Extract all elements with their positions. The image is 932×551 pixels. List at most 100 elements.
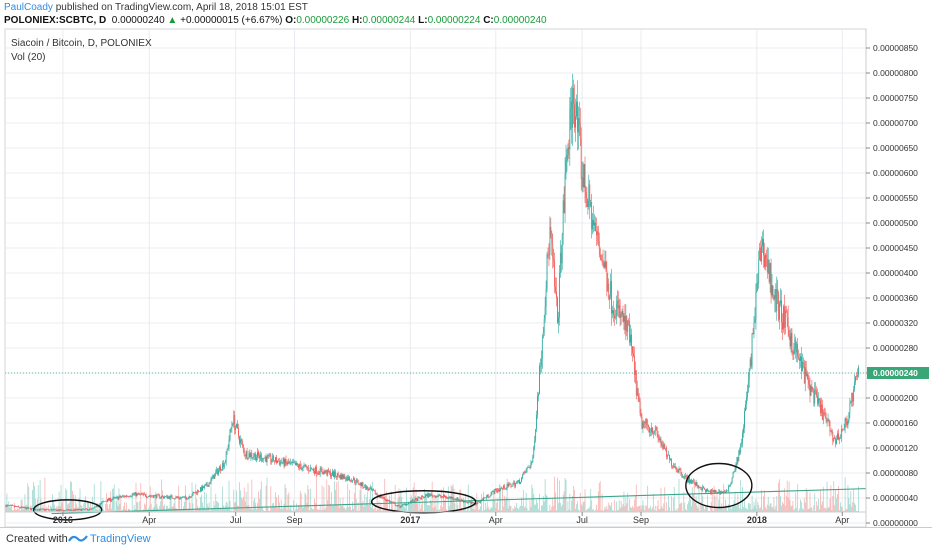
volume-bar [353,493,355,512]
volume-bar [343,507,345,512]
volume-bar [623,491,625,512]
high-label: H: [351,15,363,26]
candle-body [227,447,229,449]
price-chart[interactable]: 0.000008500.000008000.000007500.00000700… [0,0,932,527]
volume-bar [53,504,55,512]
candle-body [192,492,194,496]
candle-body [36,509,38,511]
volume-bar [634,495,636,512]
volume-bar [537,502,538,512]
volume-bar [748,502,750,512]
volume-bar [846,508,848,512]
candle-body [756,282,758,292]
candle-body [823,412,825,413]
candle-body [160,497,162,498]
candle-body [838,433,839,440]
candle-body [723,491,725,492]
candle-body [470,501,472,504]
candle-body [750,359,752,367]
volume-bar [473,503,475,512]
volume-bar [204,509,206,512]
candle-body [363,487,365,489]
candle-body [853,389,855,402]
volume-bar [758,505,760,512]
tradingview-brand-link[interactable]: TradingView [90,533,151,545]
volume-bar [629,498,631,512]
volume-bar [145,504,146,512]
volume-bar [237,505,238,512]
volume-bar [733,500,735,512]
volume-bar [668,495,669,512]
candle-body [212,475,214,478]
candle-body [264,457,266,459]
volume-bar [20,499,22,512]
volume-bar [510,506,512,512]
volume-bar [22,509,24,512]
y-tick-label: 0.00000280 [873,343,918,353]
candle-body [566,154,568,160]
candle-body [316,472,318,474]
candle-body [839,437,841,439]
candle-body [89,508,90,510]
candle-body [207,486,209,487]
candle-body [657,434,659,438]
volume-bar [273,502,275,512]
y-tick-label: 0.00000040 [873,493,918,503]
candle-body [539,365,541,367]
volume-bar [302,507,304,512]
volume-bar [652,507,653,512]
candle-body [672,466,674,468]
volume-bar [215,493,217,512]
volume-bar [580,504,582,512]
candle-body [760,248,762,262]
candle-body [406,503,407,506]
volume-bar [854,503,856,512]
candle-body [694,484,696,486]
volume-bar [852,502,854,512]
candle-body [451,497,453,499]
candle-body [748,368,750,380]
candle-body [122,495,124,497]
volume-bar [858,486,859,512]
volume-bar [179,499,181,512]
candle-body [203,485,205,489]
volume-bar [363,506,365,512]
candle-body [70,509,71,511]
volume-bar [845,509,847,512]
author-link[interactable]: PaulCoady [4,2,53,13]
volume-bar [369,499,370,512]
volume-bar [558,503,559,512]
candle-body [436,496,438,497]
candle-body [851,393,853,402]
candle-body [342,474,344,479]
volume-bar [573,486,575,512]
volume-bar [19,510,21,512]
volume-bar [713,485,715,512]
candle-body [234,414,236,430]
volume-bar [161,479,163,512]
candle-body [68,509,70,511]
candle-body [170,495,172,497]
volume-bar [784,505,786,512]
candle-body [593,219,594,226]
candle-body [273,455,275,462]
candle-body [333,471,334,478]
candle-body [726,490,727,492]
candle-body [700,487,702,489]
candle-body [282,458,284,463]
volume-bar [109,504,110,512]
volume-bar [730,509,732,512]
volume-bar [521,497,522,512]
volume-bar [714,496,716,512]
candle-body [279,461,281,465]
volume-bar [584,489,586,512]
y-tick-label: 0.00000000 [873,518,918,527]
candle-body [49,509,51,511]
candle-body [329,471,331,473]
volume-bar [208,502,210,512]
volume-bar [487,506,489,512]
candle-body [438,495,440,497]
volume-bar [724,507,725,512]
candle-body [488,496,490,498]
volume-bar [639,505,641,512]
